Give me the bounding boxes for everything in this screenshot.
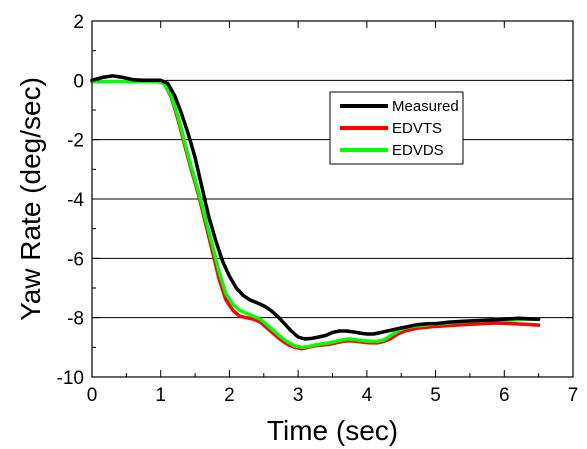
y-tick-label: -8 xyxy=(67,309,84,330)
legend-label-edvds: EDVDS xyxy=(392,142,444,159)
y-axis-title: Yaw Rate (deg/sec) xyxy=(15,77,46,321)
x-tick-label: 2 xyxy=(224,385,235,406)
series-line-edvds xyxy=(90,80,541,350)
x-tick-label: 0 xyxy=(87,385,98,406)
axis-ticks xyxy=(91,20,574,378)
series-lines xyxy=(90,74,541,351)
x-tick-label: 4 xyxy=(362,385,373,406)
y-tick-label: -10 xyxy=(57,368,84,389)
y-tick-label: -4 xyxy=(67,190,84,211)
legend: Measured EDVTS EDVDS xyxy=(329,91,464,165)
series-line-measured xyxy=(90,74,541,341)
legend-label-measured: Measured xyxy=(392,98,459,115)
legend-label-edvts: EDVTS xyxy=(392,120,442,137)
x-tick-label: 1 xyxy=(155,385,166,406)
x-tick-label: 5 xyxy=(430,385,441,406)
y-tick-label: -6 xyxy=(67,249,84,270)
series-line-edvts xyxy=(90,80,541,351)
y-tick-label: 2 xyxy=(73,12,84,33)
x-axis-title: Time (sec) xyxy=(267,415,398,446)
y-tick-label: -2 xyxy=(67,131,84,152)
x-tick-label: 6 xyxy=(499,385,510,406)
x-tick-label: 3 xyxy=(293,385,304,406)
x-tick-label: 7 xyxy=(568,385,579,406)
tick-labels: 0 1 2 3 4 5 6 7 2 0 -2 -4 -6 -8 -10 xyxy=(57,12,579,406)
y-tick-label: 0 xyxy=(73,71,84,92)
grid-lines xyxy=(92,79,573,319)
